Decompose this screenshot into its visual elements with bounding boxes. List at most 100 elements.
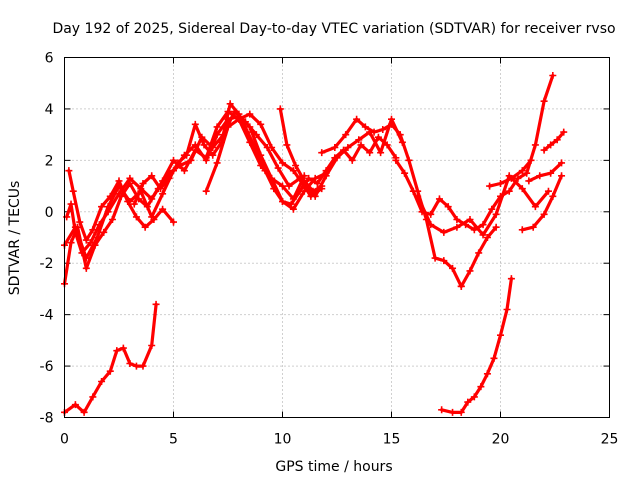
data-point (483, 370, 491, 378)
data-point (65, 167, 73, 175)
x-tick-label: 25 (601, 432, 619, 448)
data-point (457, 282, 465, 290)
data-point (191, 120, 199, 128)
series-line (62, 302, 158, 414)
data-point (549, 192, 557, 200)
series-track-10 (392, 72, 557, 234)
data-point (115, 177, 123, 185)
axis-ticks (64, 57, 610, 418)
grid (64, 57, 610, 418)
data-point (270, 185, 278, 193)
data-point (100, 228, 108, 236)
data-point (87, 239, 95, 247)
data-point (470, 393, 478, 401)
data-point (383, 141, 391, 149)
series-track-6 (202, 110, 406, 200)
data-point (475, 249, 483, 257)
data-point (89, 393, 97, 401)
data-point (244, 128, 252, 136)
data-point (558, 159, 566, 167)
data-point (67, 239, 75, 247)
data-point (287, 200, 295, 208)
data-point (405, 156, 413, 164)
data-point (518, 226, 526, 234)
data-point (558, 172, 566, 180)
data-point (126, 360, 134, 367)
data-point (379, 126, 387, 133)
series-line (459, 225, 498, 288)
data-point (213, 159, 221, 167)
data-point (318, 149, 326, 157)
data-point (148, 195, 156, 203)
data-point (503, 306, 511, 313)
data-point (98, 378, 106, 385)
data-point (159, 205, 167, 213)
data-point (377, 149, 385, 157)
data-point (150, 216, 158, 223)
data-point (523, 169, 531, 177)
data-point (547, 141, 555, 149)
data-series (61, 72, 568, 416)
data-point (531, 141, 539, 149)
data-point (115, 190, 123, 198)
data-point (108, 216, 116, 223)
data-point (209, 151, 217, 159)
data-point (414, 192, 422, 200)
data-point (531, 203, 539, 211)
data-point (106, 192, 114, 200)
data-point (318, 182, 326, 190)
data-point (279, 198, 286, 205)
data-point (505, 187, 513, 195)
data-point (139, 180, 147, 187)
data-point (449, 408, 457, 416)
data-point (285, 182, 293, 190)
x-tick-label: 5 (169, 432, 178, 448)
data-point (202, 154, 210, 162)
data-point (427, 221, 435, 229)
data-point (226, 100, 234, 108)
data-point (370, 128, 378, 136)
data-point (159, 190, 167, 198)
data-point (560, 128, 568, 136)
x-tick-label: 20 (492, 432, 510, 448)
x-tick-labels: 0 5 10 15 20 25 (60, 432, 618, 448)
data-point (91, 241, 99, 249)
data-point (396, 131, 404, 139)
data-point (202, 187, 210, 195)
y-axis-label: SDTVAR / TECUs (7, 181, 23, 296)
data-point (374, 133, 382, 141)
series-track-12 (486, 156, 535, 190)
data-point (483, 234, 491, 241)
data-point (170, 218, 177, 226)
series-line (394, 73, 555, 232)
data-point (283, 141, 291, 149)
data-point (300, 177, 308, 185)
data-point (514, 174, 522, 182)
data-point (289, 167, 297, 175)
data-point (353, 115, 361, 123)
data-point (89, 226, 97, 234)
data-point (540, 97, 548, 105)
data-point (152, 300, 160, 308)
series-track-15 (540, 128, 568, 154)
data-point (183, 151, 191, 159)
data-point (333, 154, 341, 162)
data-point (224, 123, 232, 131)
series-track-7 (276, 105, 326, 195)
data-point (191, 146, 199, 154)
data-point (479, 231, 487, 239)
y-tick-label: -2 (40, 256, 54, 272)
data-point (289, 205, 297, 213)
data-point (305, 174, 313, 182)
data-point (355, 136, 363, 144)
data-point (464, 398, 472, 406)
y-tick-label: -6 (40, 359, 54, 375)
data-point (180, 167, 188, 175)
data-point (76, 218, 84, 226)
data-point (296, 187, 304, 195)
data-point (342, 131, 350, 139)
data-point (438, 406, 446, 414)
data-point (170, 156, 177, 164)
data-point (553, 136, 561, 144)
